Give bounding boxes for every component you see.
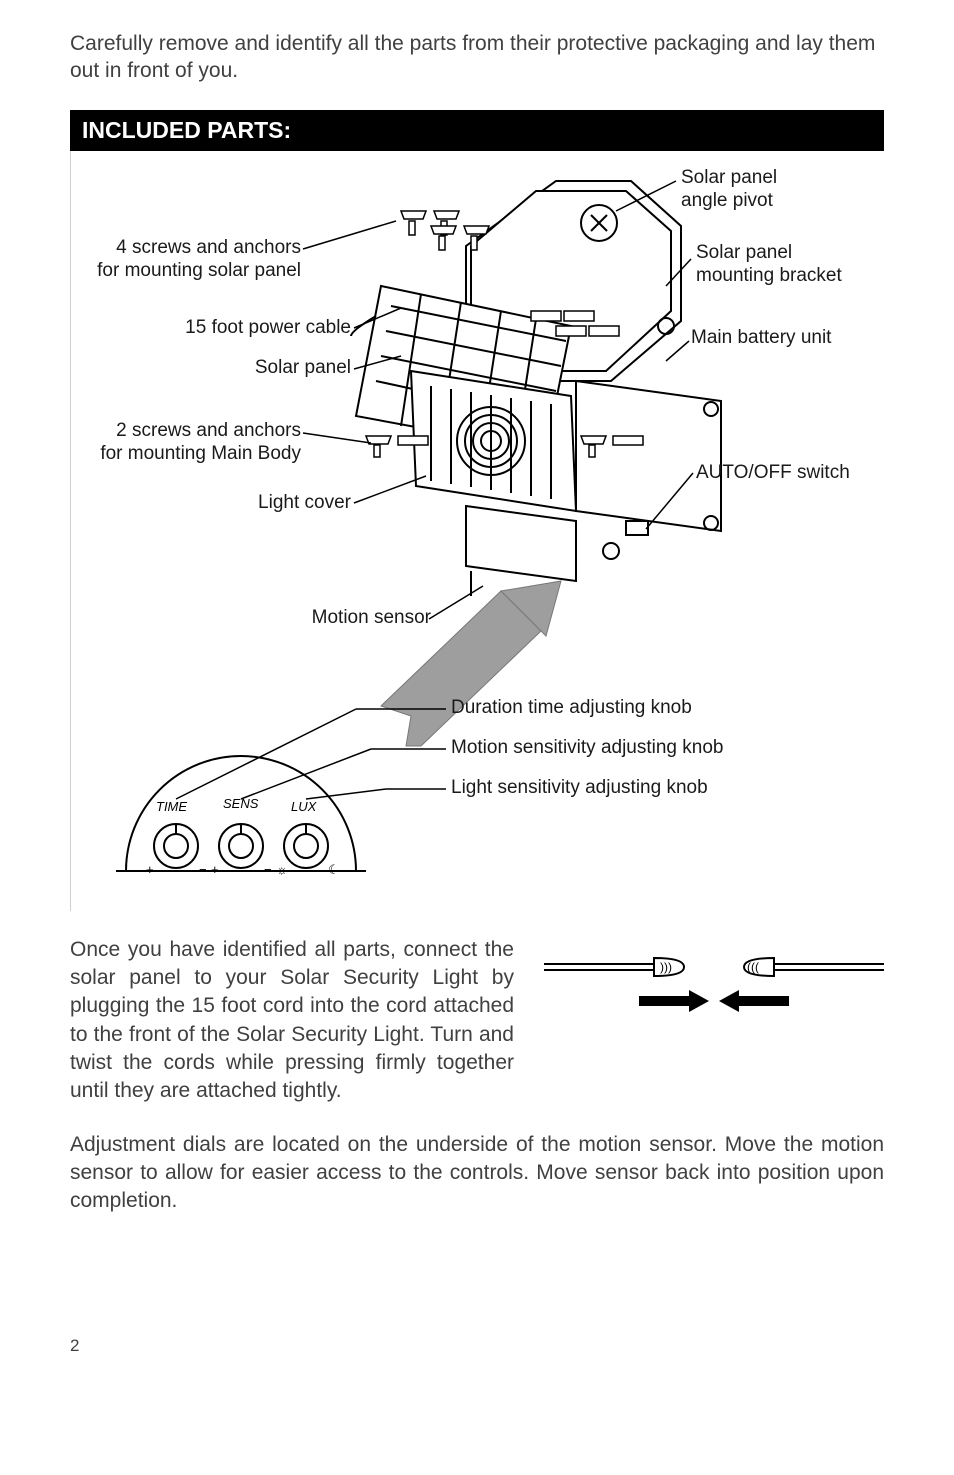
label-power-cable: 15 foot power cable [71, 316, 351, 340]
label-mounting-bracket: Solar panel mounting bracket [696, 241, 896, 289]
svg-text:))): ))) [660, 960, 672, 974]
svg-text:(((: ((( [747, 960, 759, 974]
label-duration-knob: Duration time adjusting knob [451, 696, 771, 720]
label-angle-pivot: Solar panel angle pivot [681, 166, 881, 214]
svg-text:☼: ☼ [276, 862, 288, 877]
svg-text:−: − [264, 862, 272, 877]
page-number: 2 [70, 1336, 884, 1356]
knob-time-label: TIME [156, 799, 187, 814]
label-light-sensitivity-knob: Light sensitivity adjusting knob [451, 776, 771, 800]
label-battery-unit: Main battery unit [691, 326, 891, 350]
label-screws-4: 4 screws and anchors for mounting solar … [71, 236, 301, 284]
label-motion-sensitivity-knob: Motion sensitivity adjusting knob [451, 736, 771, 760]
section-header: INCLUDED PARTS: [70, 110, 884, 151]
label-solar-panel: Solar panel [71, 356, 351, 380]
svg-text:+: + [211, 862, 219, 877]
label-light-cover: Light cover [71, 491, 351, 515]
parts-diagram: + − + − ☼ ☾ TIME SENS LUX [70, 151, 884, 911]
svg-text:+: + [146, 862, 154, 877]
connector-diagram: ))) ((( [544, 946, 884, 1026]
label-auto-off-switch: AUTO/OFF switch [696, 461, 896, 485]
label-motion-sensor: Motion sensor [251, 606, 431, 630]
paragraph-adjust: Adjustment dials are located on the unde… [70, 1131, 884, 1216]
label-screws-2: 2 screws and anchors for mounting Main B… [71, 419, 301, 467]
paragraph-connect: Once you have identified all parts, conn… [70, 936, 514, 1106]
knob-lux-label: LUX [291, 799, 318, 814]
intro-paragraph: Carefully remove and identify all the pa… [70, 30, 884, 85]
svg-text:☾: ☾ [328, 862, 340, 877]
screws-4-icon [401, 211, 489, 250]
svg-text:−: − [199, 862, 207, 877]
